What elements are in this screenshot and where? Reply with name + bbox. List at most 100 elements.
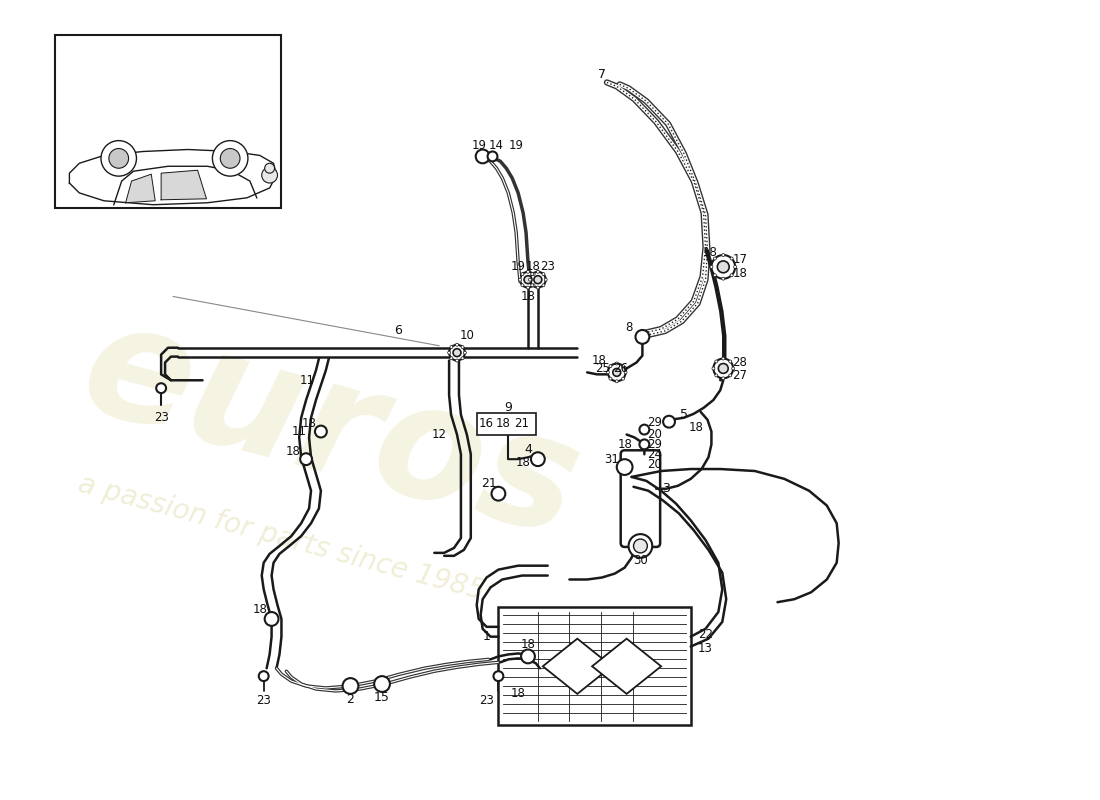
Circle shape [613,369,620,376]
Text: 11: 11 [292,425,307,438]
Text: 19: 19 [510,260,526,274]
Text: 20: 20 [647,428,662,441]
Circle shape [609,365,612,367]
Circle shape [615,380,618,382]
Text: 23: 23 [154,411,168,424]
Text: 26: 26 [613,362,628,375]
Text: 14: 14 [488,139,504,152]
Text: 4: 4 [524,443,532,456]
Circle shape [109,149,129,168]
Circle shape [537,270,539,274]
Circle shape [487,151,497,162]
Text: 18: 18 [617,438,632,451]
Polygon shape [592,638,661,694]
Circle shape [342,678,359,694]
Text: 21: 21 [481,478,496,490]
Circle shape [521,650,535,663]
Circle shape [712,255,735,278]
Text: 12: 12 [431,428,447,441]
Text: 16: 16 [480,417,494,430]
Circle shape [718,363,728,374]
Text: 30: 30 [634,554,648,567]
Circle shape [450,357,453,360]
Text: 27: 27 [733,369,748,382]
Circle shape [730,257,733,260]
Text: 2: 2 [346,694,354,706]
Circle shape [732,367,735,370]
Circle shape [262,167,277,183]
Circle shape [156,383,166,393]
Circle shape [530,272,546,287]
Circle shape [730,274,733,277]
Circle shape [450,346,453,349]
Circle shape [714,358,733,378]
Circle shape [722,377,725,380]
Text: 18: 18 [703,246,718,258]
Text: 17: 17 [733,254,748,266]
Circle shape [715,360,718,363]
Circle shape [544,278,547,281]
Text: 18: 18 [252,602,267,615]
Circle shape [712,367,715,370]
Text: 7: 7 [598,68,606,81]
Text: 13: 13 [698,642,713,655]
Circle shape [265,612,278,626]
Circle shape [455,359,459,362]
Circle shape [663,416,675,428]
Circle shape [494,671,504,681]
Circle shape [258,671,268,681]
Circle shape [628,534,652,558]
Polygon shape [69,150,276,205]
Text: 19: 19 [471,139,486,152]
Bar [476,413,536,434]
Text: 23: 23 [480,694,494,707]
Circle shape [722,278,725,280]
Text: 29: 29 [647,416,662,429]
Circle shape [300,454,312,465]
Text: 22: 22 [698,628,713,642]
FancyBboxPatch shape [620,450,660,547]
Text: 18: 18 [286,445,300,458]
Text: 18: 18 [301,417,317,430]
Circle shape [463,351,466,354]
Circle shape [542,273,544,275]
Circle shape [475,150,490,163]
Circle shape [374,676,389,692]
Circle shape [527,270,529,274]
Circle shape [531,273,534,275]
Text: 29: 29 [647,438,662,451]
Text: 18: 18 [689,421,703,434]
Text: 28: 28 [733,356,748,369]
Text: 18: 18 [516,456,530,469]
Bar [498,607,691,726]
Polygon shape [125,174,155,202]
Circle shape [518,278,521,281]
Text: 11: 11 [299,374,315,386]
Circle shape [492,486,505,501]
Circle shape [521,273,524,275]
Text: 23: 23 [256,694,271,707]
Circle shape [542,284,544,286]
Circle shape [453,349,461,357]
Circle shape [639,425,649,434]
Text: 19: 19 [508,139,524,152]
Text: euros: euros [66,290,595,570]
Circle shape [537,286,539,289]
Circle shape [534,276,542,284]
Circle shape [717,261,729,273]
Circle shape [621,365,625,367]
Circle shape [532,273,535,275]
Text: 15: 15 [374,691,390,704]
Circle shape [535,278,538,281]
Text: 21: 21 [515,417,529,430]
Polygon shape [542,638,612,694]
Circle shape [449,345,465,361]
Circle shape [527,286,529,289]
Circle shape [621,377,625,380]
Circle shape [714,274,716,277]
Circle shape [617,459,632,475]
Text: 6: 6 [394,325,402,338]
Text: 25: 25 [595,362,610,375]
Circle shape [624,371,627,374]
Circle shape [710,266,713,268]
